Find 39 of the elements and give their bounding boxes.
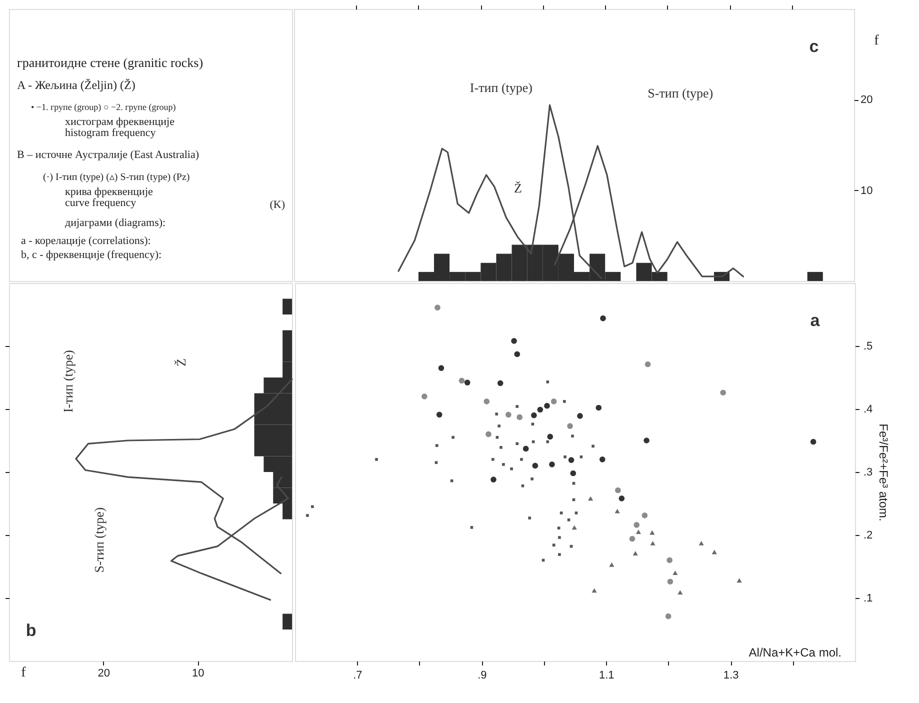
x-tick-label: 20 (98, 668, 110, 680)
text: a - корелације (correlations): (21, 235, 151, 247)
x-tick-label: .7 (353, 670, 362, 682)
y-axis-title: f (874, 34, 880, 48)
y-tick-label: 20 (860, 94, 873, 106)
annotation: I-тип (type) (470, 80, 532, 95)
text: curve frequency (65, 197, 137, 209)
text: хистограм фреквенције (65, 116, 175, 128)
x-axis-title: f (21, 666, 26, 680)
text: B – источне Аустралије (East Australia) (17, 149, 200, 161)
y-tick-label: .4 (864, 404, 873, 416)
text: (K) (270, 199, 286, 211)
annotation: b (26, 621, 36, 640)
annotation: Ž (174, 358, 189, 366)
text: b, c - фреквенције (frequency): (21, 249, 162, 261)
text: histogram frequency (65, 127, 156, 139)
x-tick-label: 1.1 (598, 670, 614, 682)
annotation: I-тип (type) (60, 350, 76, 413)
y-tick-label: .3 (864, 466, 873, 478)
y-tick-label: 10 (860, 184, 873, 197)
annotation: a (810, 311, 820, 330)
text: крива фреквенције (65, 186, 153, 198)
y-axis-title: Fe³/Fe²+Fe³ atom. (876, 424, 891, 522)
text: дијаграми (diagrams): (65, 217, 166, 229)
x-tick-label: .9 (478, 670, 487, 682)
annotation: S-тип (type) (648, 85, 714, 100)
annotation: S-тип (type) (92, 507, 107, 573)
text: • −1. групе (group) ○ −2. групе (group) (31, 102, 176, 112)
y-tick-label: .1 (864, 592, 873, 604)
annotation: Ž (514, 180, 522, 196)
x-tick-label: 10 (192, 668, 204, 680)
annotation: c (809, 37, 819, 56)
text: гранитоидне стене (granitic rocks) (17, 55, 204, 70)
y-tick-label: .2 (864, 530, 873, 542)
x-axis-title: Al/Na+K+Ca mol. (748, 646, 842, 660)
text: A - Жељина (Željin) (Ž) (17, 78, 136, 92)
x-tick-label: 1.3 (723, 670, 739, 682)
text: (·) I-тип (type) (▵) S-тип (type) (Pz) (43, 172, 190, 183)
y-tick-label: .5 (864, 340, 873, 352)
